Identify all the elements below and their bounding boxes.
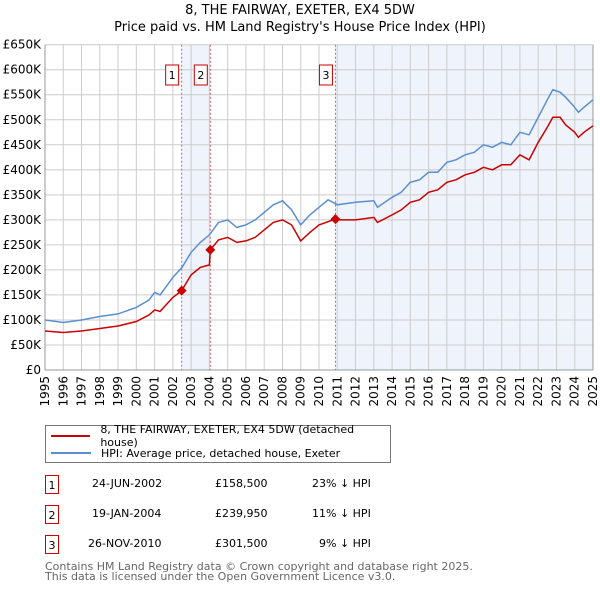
x-tick-label: 2022 bbox=[531, 376, 545, 407]
y-tick-label: £400K bbox=[3, 163, 43, 177]
footer-licence: This data is licensed under the Open Gov… bbox=[45, 570, 396, 583]
transaction-date: 19-JAN-2004 bbox=[92, 507, 162, 520]
x-tick-label: 2009 bbox=[294, 376, 308, 407]
transaction-price: £158,500 bbox=[215, 477, 268, 490]
legend-item-hpi: HPI: Average price, detached house, Exet… bbox=[51, 445, 340, 461]
transaction-price: £239,950 bbox=[215, 507, 268, 520]
hpi-line bbox=[44, 88, 594, 324]
y-tick-label: £500K bbox=[3, 113, 43, 127]
sale-label: 2 bbox=[197, 69, 204, 82]
x-tick-label: 2005 bbox=[221, 376, 235, 407]
transaction-delta: 11% ↓ HPI bbox=[312, 507, 371, 520]
legend-item-price: 8, THE FAIRWAY, EXETER, EX4 5DW (detache… bbox=[51, 423, 390, 449]
transaction-date: 24-JUN-2002 bbox=[92, 477, 163, 490]
y-tick-label: £250K bbox=[3, 238, 43, 252]
transaction-delta: 23% ↓ HPI bbox=[312, 477, 371, 490]
y-tick-label: £600K bbox=[3, 63, 43, 77]
legend-swatch-hpi bbox=[51, 452, 91, 454]
x-tick-label: 2024 bbox=[568, 376, 582, 407]
chart-subtitle: Price paid vs. HM Land Registry's House … bbox=[114, 20, 486, 35]
x-tick-label: 2003 bbox=[184, 376, 198, 407]
chart-title: 8, THE FAIRWAY, EXETER, EX4 5DW bbox=[185, 3, 415, 18]
y-tick-label: £0 bbox=[26, 363, 41, 377]
sale-point bbox=[330, 214, 341, 225]
y-tick-label: £450K bbox=[3, 138, 43, 152]
x-tick-label: 1996 bbox=[56, 376, 70, 407]
legend: 8, THE FAIRWAY, EXETER, EX4 5DW (detache… bbox=[45, 423, 391, 463]
x-tick-label: 2007 bbox=[257, 376, 271, 407]
x-tick-label: 2004 bbox=[202, 376, 216, 407]
x-tick-label: 1995 bbox=[38, 376, 52, 407]
y-tick-label: £200K bbox=[3, 263, 43, 277]
transaction-price: £301,500 bbox=[215, 537, 268, 550]
x-tick-label: 2002 bbox=[166, 376, 180, 407]
y-tick-label: £150K bbox=[3, 288, 43, 302]
transaction-date: 26-NOV-2010 bbox=[88, 537, 162, 550]
sale-point bbox=[205, 244, 216, 255]
x-tick-label: 2017 bbox=[440, 376, 454, 407]
x-tick-label: 2021 bbox=[513, 376, 527, 407]
y-tick-label: £100K bbox=[3, 313, 43, 327]
sale-label-box bbox=[318, 64, 333, 86]
y-tick-label: £650K bbox=[3, 38, 43, 52]
x-tick-label: 1999 bbox=[111, 376, 125, 407]
x-tick-label: 2001 bbox=[148, 376, 162, 407]
x-tick-label: 1997 bbox=[75, 376, 89, 407]
x-tick-label: 2012 bbox=[349, 376, 363, 407]
x-tick-label: 2013 bbox=[367, 376, 381, 407]
legend-swatch-price bbox=[51, 435, 91, 437]
x-tick-label: 2018 bbox=[458, 376, 472, 407]
x-tick-label: 2025 bbox=[586, 376, 600, 407]
transaction-marker: 3 bbox=[45, 535, 59, 554]
transaction-marker: 1 bbox=[45, 475, 59, 494]
x-tick-label: 2011 bbox=[330, 376, 344, 407]
x-tick-label: 2006 bbox=[239, 376, 253, 407]
y-tick-label: £550K bbox=[3, 88, 43, 102]
x-tick-label: 2010 bbox=[312, 376, 326, 407]
x-tick-label: 2014 bbox=[385, 376, 399, 407]
x-tick-label: 2000 bbox=[129, 376, 143, 407]
y-tick-label: £300K bbox=[3, 213, 43, 227]
x-tick-label: 1998 bbox=[93, 376, 107, 407]
x-tick-label: 2008 bbox=[275, 376, 289, 407]
footer-copyright: Contains HM Land Registry data © Crown c… bbox=[45, 560, 473, 573]
transaction-delta: 9% ↓ HPI bbox=[319, 537, 371, 550]
sale-label: 3 bbox=[322, 69, 329, 82]
x-tick-label: 2015 bbox=[403, 376, 417, 407]
sale-point bbox=[176, 285, 187, 296]
shaded-region bbox=[181, 44, 211, 370]
x-tick-label: 2016 bbox=[422, 376, 436, 407]
y-tick-label: £350K bbox=[3, 188, 43, 202]
y-tick-label: £50K bbox=[10, 338, 42, 352]
x-tick-label: 2020 bbox=[495, 376, 509, 407]
sale-label: 1 bbox=[169, 69, 176, 82]
sale-label-box bbox=[165, 64, 180, 86]
sale-label-box bbox=[193, 64, 208, 86]
legend-label-price: 8, THE FAIRWAY, EXETER, EX4 5DW (detache… bbox=[100, 423, 355, 449]
x-tick-label: 2023 bbox=[549, 376, 563, 407]
x-tick-label: 2019 bbox=[476, 376, 490, 407]
legend-label-hpi: HPI: Average price, detached house, Exet… bbox=[101, 446, 341, 460]
price-chart: £0 £50K £100K £150K £200K £250K £300K £350K £400… bbox=[3, 38, 600, 407]
transaction-marker: 2 bbox=[45, 505, 59, 524]
